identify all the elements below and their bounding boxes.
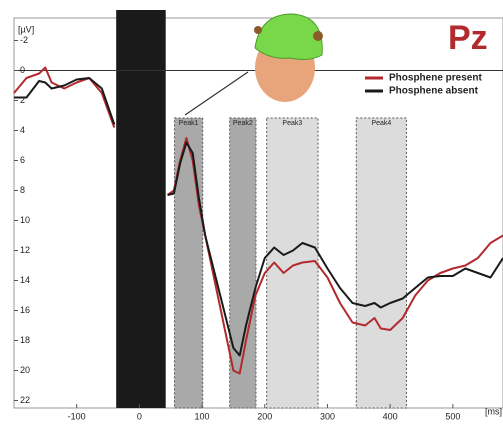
head-illustration [184,13,323,116]
plot-frame [13,17,503,409]
y-tick-label: 8 [20,185,25,195]
y-tick-label: 14 [20,275,30,285]
y-tick-label: 0 [20,65,25,75]
y-tick-label: 20 [20,365,30,375]
y-tick-label: -2 [20,35,28,45]
chart-title: Pz [448,19,488,57]
peak-label: Peak2 [233,120,253,127]
peak-label: Peak1 [179,120,199,127]
peak-region [355,117,407,409]
x-tick-label: 200 [257,411,272,421]
peak-region [173,117,204,409]
pointer-line [184,71,249,116]
legend-label: Phosphene present [389,73,482,84]
x-axis-label: [ms] [485,406,502,416]
x-tick-label: -100 [68,411,86,421]
y-tick-label: 2 [20,95,25,105]
peak-region [229,117,257,409]
peak-label: Peak4 [371,120,391,127]
y-axis-label: [µV] [18,24,34,34]
peak-label: Peak3 [282,120,302,127]
x-tick-label: 0 [137,411,142,421]
y-tick-label: 16 [20,305,30,315]
y-tick-label: 18 [20,335,30,345]
electrode [313,31,323,41]
y-tick-label: 22 [20,395,30,405]
eeg-cap [254,13,323,60]
series-line [14,77,503,357]
x-tick-label: 400 [383,411,398,421]
x-tick-label: 500 [445,411,460,421]
x-tick-label: 100 [195,411,210,421]
artifact-bar [116,10,166,408]
electrode [254,26,262,34]
y-tick-label: 6 [20,155,25,165]
legend-label: Phosphene absent [389,86,479,97]
y-tick-label: 4 [20,125,25,135]
y-tick-label: 10 [20,215,30,225]
x-tick-label: 300 [320,411,335,421]
y-tick-label: 12 [20,245,30,255]
